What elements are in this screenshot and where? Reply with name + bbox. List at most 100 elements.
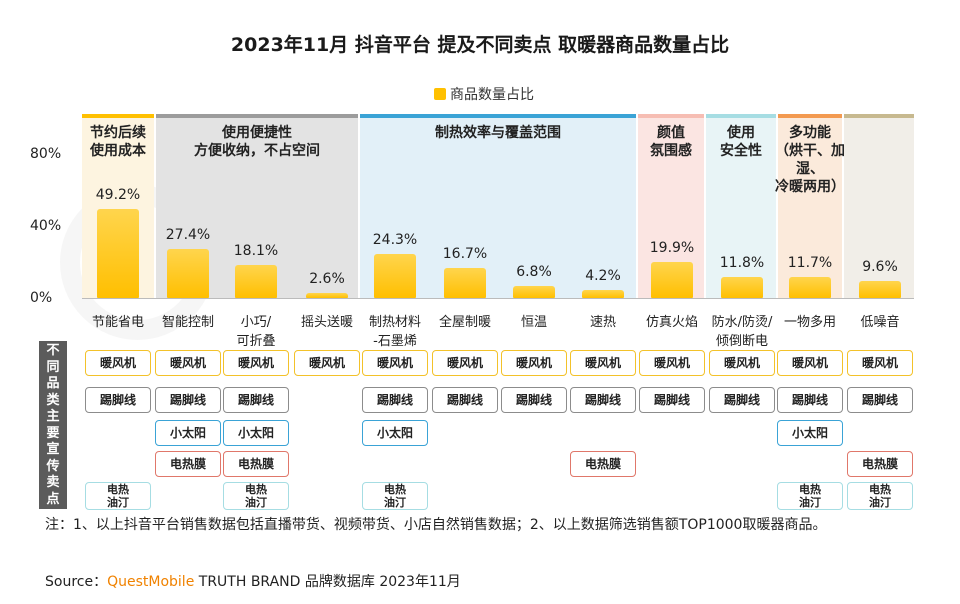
selling-point-chip: 踢脚线	[223, 387, 289, 413]
data-label: 16.7%	[442, 245, 488, 262]
data-label: 27.4%	[165, 226, 211, 243]
group-top-bar	[778, 114, 842, 118]
selling-point-chip: 电热 油汀	[847, 482, 913, 510]
bar	[444, 267, 486, 298]
selling-point-chip: 暖风机	[432, 350, 498, 376]
x-tick-label: 一物多用	[783, 315, 836, 330]
bar	[859, 280, 901, 298]
x-tick-label: 全屋制暖	[438, 315, 491, 330]
selling-point-chip: 电热 油汀	[85, 482, 151, 510]
selling-point-chip: 踢脚线	[501, 387, 567, 413]
selling-point-chip: 小太阳	[155, 420, 221, 446]
selling-point-chip: 踢脚线	[777, 387, 843, 413]
x-tick-label: 恒温	[520, 315, 547, 330]
bar	[582, 290, 624, 298]
sidebar-label: 不同品类主要宣传卖点	[46, 343, 60, 507]
x-tick-label: 节能省电	[91, 315, 144, 330]
y-tick-label: 40%	[30, 218, 62, 234]
data-label: 11.8%	[719, 254, 765, 271]
bar	[513, 285, 555, 298]
x-tick-label: 摇头送暖	[300, 315, 353, 330]
legend-label: 商品数量占比	[450, 87, 534, 103]
selling-point-chip: 踢脚线	[639, 387, 705, 413]
group-background	[778, 114, 842, 298]
selling-point-chip: 踢脚线	[709, 387, 775, 413]
selling-point-chip: 暖风机	[223, 350, 289, 376]
x-tick-label: 仿真火焰	[645, 315, 698, 330]
selling-point-chip: 电热膜	[570, 451, 636, 477]
data-label: 49.2%	[95, 187, 141, 204]
selling-point-chip: 暖风机	[85, 350, 151, 376]
x-tick-label: 低噪音	[860, 315, 900, 330]
y-tick-label: 0%	[30, 290, 53, 306]
product-type-sidebar: 不同品类主要宣传卖点	[39, 341, 67, 509]
x-tick-label: 速热	[589, 315, 616, 330]
bar	[721, 276, 763, 298]
group-top-bar	[156, 114, 358, 118]
group-label: 多功能 （烘干、加湿、 冷暖两用）	[775, 125, 845, 195]
selling-point-chip: 踢脚线	[155, 387, 221, 413]
selling-point-chip: 电热膜	[155, 451, 221, 477]
data-label: 6.8%	[516, 263, 552, 280]
group-top-bar	[706, 114, 776, 118]
bar	[235, 265, 277, 298]
legend: 商品数量占比	[434, 84, 534, 104]
selling-point-chip: 暖风机	[155, 350, 221, 376]
selling-point-chip: 电热膜	[223, 451, 289, 477]
group-label: 节约后续 使用成本	[90, 125, 146, 159]
group-label: 颜值 氛围感	[650, 125, 692, 159]
bar	[97, 209, 139, 298]
selling-point-chip: 电热 油汀	[223, 482, 289, 510]
data-label: 9.6%	[862, 258, 898, 275]
source-brand: QuestMobile	[107, 574, 195, 590]
selling-point-chip: 暖风机	[362, 350, 428, 376]
x-tick-label: 小巧/ 可折叠	[236, 315, 276, 349]
source-rest: TRUTH BRAND 品牌数据库 2023年11月	[194, 574, 461, 590]
x-axis-line	[82, 298, 914, 299]
selling-point-chip: 踢脚线	[85, 387, 151, 413]
chart-title: 2023年11月 抖音平台 提及不同卖点 取暖器商品数量占比	[230, 34, 730, 56]
group-top-bar	[638, 114, 704, 118]
selling-point-chip: 踢脚线	[570, 387, 636, 413]
group-label: 制热效率与覆盖范围	[435, 125, 561, 141]
source-prefix: Source：	[45, 574, 108, 590]
selling-point-chip: 小太阳	[223, 420, 289, 446]
source-line: Source：QuestMobile TRUTH BRAND 品牌数据库 202…	[45, 571, 461, 591]
group-top-bar	[844, 114, 914, 118]
selling-point-chip: 踢脚线	[847, 387, 913, 413]
selling-point-chip: 小太阳	[362, 420, 428, 446]
data-label: 18.1%	[233, 243, 279, 260]
footnote: 注：1、以上抖音平台销售数据包括直播带货、视频带货、小店自然销售数据；2、以上数…	[45, 517, 827, 533]
bar	[651, 262, 693, 298]
data-label: 11.7%	[787, 254, 833, 271]
bar	[374, 254, 416, 298]
group-top-bar	[82, 114, 154, 118]
group-label: 使用便捷性 方便收纳，不占空间	[194, 125, 320, 159]
group-label: 使用 安全性	[720, 125, 762, 159]
selling-point-chip: 电热 油汀	[362, 482, 428, 510]
x-tick-label: 制热材料 -石墨烯	[368, 315, 421, 349]
selling-point-chip: 暖风机	[847, 350, 913, 376]
selling-point-chip: 暖风机	[639, 350, 705, 376]
selling-point-chip: 暖风机	[777, 350, 843, 376]
selling-point-chip: 暖风机	[709, 350, 775, 376]
selling-point-chip: 电热 油汀	[777, 482, 843, 510]
bar	[306, 293, 348, 298]
selling-point-chip: 踢脚线	[432, 387, 498, 413]
y-tick-label: 80%	[30, 146, 62, 162]
group-top-bar	[360, 114, 636, 118]
selling-point-chip: 暖风机	[570, 350, 636, 376]
data-label: 24.3%	[372, 232, 418, 249]
selling-point-chip: 电热膜	[847, 451, 913, 477]
data-label: 4.2%	[585, 268, 621, 285]
data-label: 2.6%	[309, 271, 345, 288]
data-label: 19.9%	[649, 240, 695, 257]
legend-swatch	[434, 88, 446, 100]
x-tick-label: 防水/防烫/ 倾倒断电	[711, 315, 773, 349]
group-background	[844, 114, 914, 298]
selling-point-chip: 小太阳	[777, 420, 843, 446]
bar	[789, 276, 831, 298]
selling-point-chip: 暖风机	[501, 350, 567, 376]
bar	[167, 248, 209, 298]
